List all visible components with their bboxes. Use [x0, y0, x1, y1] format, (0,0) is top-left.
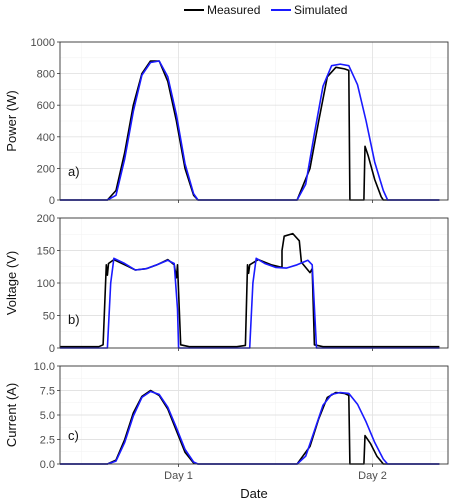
series-line-measured [60, 232, 440, 348]
y-tick-label: 2.5 [40, 435, 55, 447]
y-tick-label: 50 [43, 311, 55, 323]
panel-border [59, 365, 449, 465]
y-tick-label: 100 [37, 278, 55, 290]
y-axis-title: Current (A) [4, 383, 19, 447]
x-tick-label: Day 1 [164, 470, 193, 482]
y-tick-label: 0.0 [40, 459, 55, 471]
legend: Measured Simulated [184, 3, 347, 17]
y-tick-label: 800 [37, 69, 55, 81]
panel-border [59, 41, 449, 201]
legend-label-measured: Measured [207, 3, 260, 17]
y-tick-label: 0 [49, 343, 55, 355]
chart-panels: 0 200 400 600 800 1000 a) Power (W) 0 50 100 150 200… [4, 37, 449, 482]
y-tick-label: 150 [37, 246, 55, 258]
y-axis-title: Power (W) [4, 90, 19, 151]
panel-1: 0 200 400 600 800 1000 a) Power (W) [4, 37, 449, 207]
panel-3: 0.0 2.5 5.0 7.5 10.0 c) Current (A) [4, 361, 449, 471]
legend-label-simulated: Simulated [294, 3, 347, 17]
y-tick-label: 600 [37, 100, 55, 112]
panel-tag: a) [68, 164, 80, 179]
y-tick-label: 200 [37, 213, 55, 225]
y-tick-label: 1000 [31, 37, 55, 49]
y-tick-label: 0 [49, 195, 55, 207]
y-tick-label: 200 [37, 163, 55, 175]
panel-tag: b) [68, 312, 80, 327]
y-tick-label: 7.5 [40, 386, 55, 398]
x-tick-label: Day 2 [358, 470, 387, 482]
panel-tag: c) [68, 428, 79, 443]
panel-border [59, 217, 449, 349]
y-axis-title: Voltage (V) [4, 251, 19, 315]
panel-2: 0 50 100 150 200 b) Voltage (V) [4, 213, 449, 355]
y-tick-label: 5.0 [40, 410, 55, 422]
y-tick-label: 10.0 [34, 361, 55, 373]
x-axis-title: Date [240, 486, 267, 501]
y-tick-label: 400 [37, 132, 55, 144]
